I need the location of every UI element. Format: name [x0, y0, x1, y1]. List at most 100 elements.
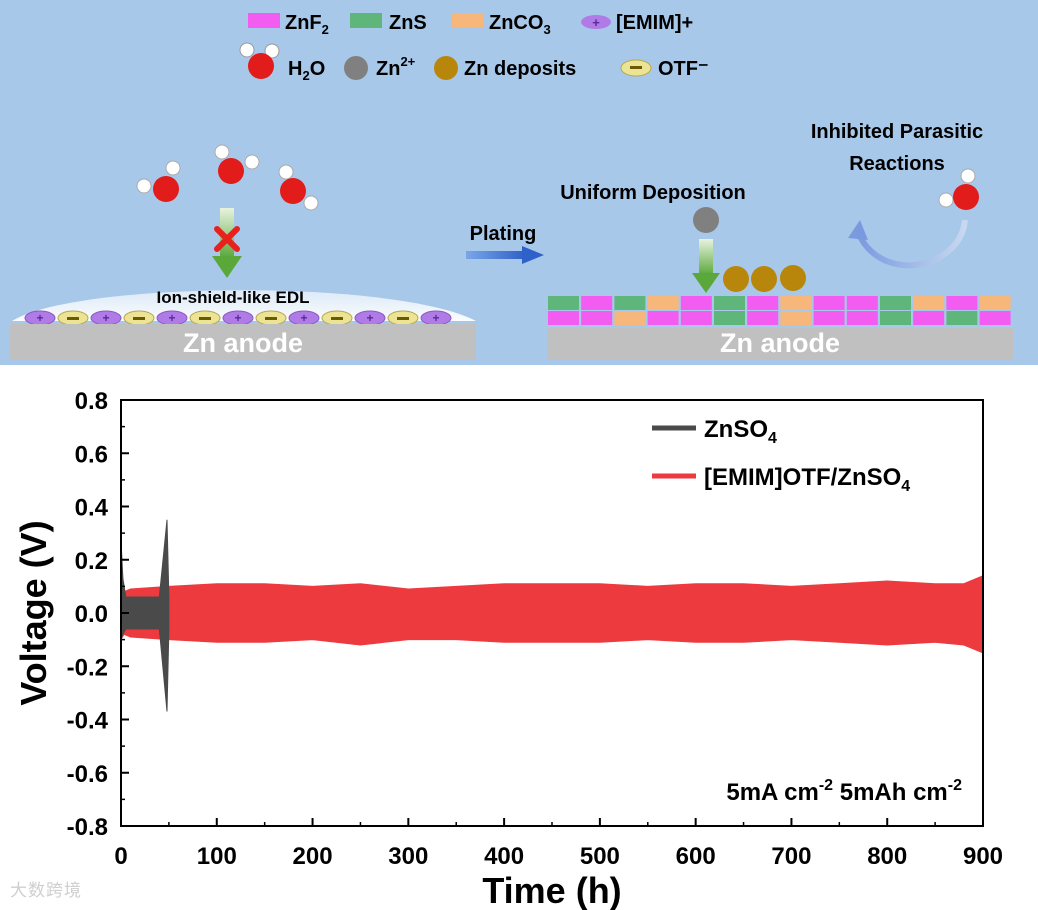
- x-tick-label: 600: [676, 843, 716, 870]
- sei-brick: [846, 311, 878, 325]
- blocked-arrow: [212, 208, 242, 278]
- chart-legend: ZnSO4 [EMIM]OTF/ZnSO4: [652, 416, 910, 495]
- zn-ion-label: Zn2+: [376, 54, 416, 80]
- sei-brick: [581, 311, 613, 325]
- deposition-arrow: [692, 239, 720, 293]
- svg-text:+: +: [36, 311, 43, 325]
- sei-layer: [548, 296, 1011, 325]
- curved-return-arrow-icon: [848, 219, 968, 269]
- plating-arrow-icon: [466, 246, 544, 264]
- zn-deposits-cluster: [723, 265, 806, 292]
- edl-ion-layer: + + + + + + +: [24, 310, 452, 326]
- edl-otf-ion: [189, 310, 221, 326]
- sei-brick: [647, 296, 679, 310]
- zn-deposits-label: Zn deposits: [464, 58, 576, 80]
- series-emim-otf: [120, 559, 984, 654]
- svg-text:+: +: [432, 311, 439, 325]
- sei-brick: [680, 311, 712, 325]
- x-tick-label: 700: [771, 843, 811, 870]
- h2o-label: H2O: [288, 58, 325, 83]
- sei-brick: [946, 296, 978, 310]
- sei-brick: [581, 296, 613, 310]
- edl-label: Ion-shield-like EDL: [156, 288, 309, 307]
- plot-series: [120, 519, 984, 712]
- x-tick-label: 300: [388, 843, 428, 870]
- right-water-molecule: [938, 168, 979, 210]
- x-tick-label: 100: [197, 843, 237, 870]
- znf2-swatch: [248, 13, 280, 28]
- emim-icon: +: [581, 15, 611, 30]
- sei-brick: [548, 296, 579, 310]
- sei-brick: [913, 296, 945, 310]
- left-water-molecules: [136, 144, 319, 211]
- sei-brick: [813, 296, 845, 310]
- sei-brick: [979, 296, 1011, 310]
- uniform-deposition-label: Uniform Deposition: [560, 182, 746, 204]
- incoming-zn-ion-icon: [693, 207, 719, 233]
- zns-swatch: [350, 13, 382, 28]
- plating-label: Plating: [470, 223, 537, 245]
- y-tick-label: -0.8: [67, 814, 108, 841]
- edl-emim-ion: +: [354, 310, 386, 326]
- x-tick-label: 900: [963, 843, 1003, 870]
- edl-emim-ion: +: [222, 310, 254, 326]
- legend-row-1: ZnF2 ZnS ZnCO3 + [EMIM]+: [248, 12, 693, 37]
- x-tick-label: 500: [580, 843, 620, 870]
- sei-brick: [714, 296, 745, 310]
- sei-brick: [880, 296, 911, 310]
- water-molecule-icon: [239, 42, 280, 79]
- left-anode-label: Zn anode: [183, 328, 303, 358]
- x-axis-label: Time (h): [482, 870, 621, 910]
- svg-text:+: +: [168, 311, 175, 325]
- parasitic-label-line2: Reactions: [849, 153, 945, 175]
- y-tick-label: 0.8: [75, 388, 108, 415]
- sei-brick: [780, 296, 812, 310]
- right-anode-label: Zn anode: [720, 328, 840, 358]
- left-zn-anode: [10, 324, 476, 360]
- y-tick-label: 0.0: [75, 601, 108, 628]
- y-tick-label: 0.2: [75, 548, 108, 575]
- otf-label: OTF⁻: [658, 58, 709, 80]
- x-tick-label: 400: [484, 843, 524, 870]
- sei-brick: [614, 296, 646, 310]
- zn-ion-icon: [344, 56, 368, 80]
- legend-label-znso4: ZnSO4: [704, 416, 777, 447]
- blocked-x-icon: [214, 226, 240, 252]
- x-tick-label: 200: [293, 843, 333, 870]
- schematic-panel: ZnF2 ZnS ZnCO3 + [EMIM]+ H2O Zn2+ Zn dep…: [0, 0, 1038, 365]
- sei-brick: [846, 296, 878, 310]
- y-tick-label: 0.4: [75, 495, 109, 522]
- current-density-annotation: 5mA cm-2 5mAh cm-2: [726, 777, 962, 806]
- y-tick-label: -0.2: [67, 654, 108, 681]
- znf2-label: ZnF2: [285, 12, 329, 37]
- sei-brick: [780, 311, 812, 325]
- emim-label: [EMIM]+: [616, 12, 693, 34]
- x-tick-label: 800: [867, 843, 907, 870]
- sei-brick: [979, 311, 1011, 325]
- sei-brick: [880, 311, 911, 325]
- svg-text:+: +: [234, 311, 241, 325]
- x-axis: 0 100 200 300 400 500 600 700 800 900: [114, 818, 1003, 870]
- sei-brick: [913, 311, 945, 325]
- watermark: 大数跨境: [10, 881, 82, 901]
- znco3-label: ZnCO3: [489, 12, 551, 37]
- series-znso4: [120, 519, 170, 712]
- otf-icon: [620, 59, 652, 77]
- zn-deposit-icon: [434, 56, 458, 80]
- svg-text:+: +: [366, 311, 373, 325]
- right-zn-anode: [547, 328, 1013, 360]
- sei-brick: [946, 311, 978, 325]
- x-tick-label: 0: [114, 843, 127, 870]
- sei-brick: [747, 311, 779, 325]
- y-axis: 0.8 0.6 0.4 0.2 0.0 -0.2 -0.4 -0.6 -0.8: [67, 388, 129, 841]
- y-tick-label: -0.6: [67, 761, 108, 788]
- y-axis-label: Voltage (V): [13, 520, 54, 705]
- sei-brick: [714, 311, 745, 325]
- zns-label: ZnS: [389, 12, 427, 34]
- sei-brick: [747, 296, 779, 310]
- sei-brick: [813, 311, 845, 325]
- sei-brick: [614, 311, 646, 325]
- edl-emim-ion: +: [24, 310, 56, 326]
- legend-label-emim: [EMIM]OTF/ZnSO4: [704, 464, 910, 495]
